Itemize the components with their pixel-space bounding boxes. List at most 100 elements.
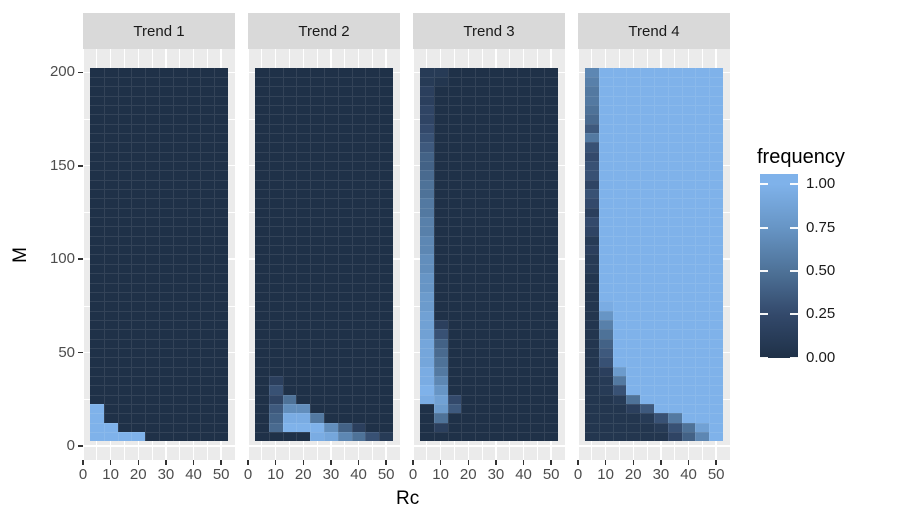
heatmap-cell [433, 329, 448, 339]
heatmap-cell [172, 385, 187, 395]
heatmap-cell [626, 189, 641, 199]
heatmap-cell [103, 385, 118, 395]
heatmap-cell [117, 226, 132, 236]
major-gridline [83, 49, 84, 460]
heatmap-cell [516, 142, 531, 152]
heatmap-cell [214, 347, 229, 358]
heatmap-cell [475, 254, 489, 264]
heatmap-cell [653, 114, 668, 124]
heatmap-cell [598, 254, 613, 264]
heatmap-cell [640, 142, 654, 152]
heatmap-cell [117, 394, 132, 404]
heatmap-cell [488, 161, 503, 171]
heatmap-cell [461, 235, 476, 246]
heatmap-cell [695, 95, 710, 106]
heatmap-cell [200, 282, 215, 292]
heatmap-cell [89, 161, 104, 171]
heatmap-cell [475, 189, 489, 199]
heatmap-cell [695, 123, 710, 134]
facet-strip-label: Trend 1 [133, 22, 185, 40]
heatmap-cell [502, 189, 517, 199]
heatmap-cell [626, 329, 641, 339]
heatmap-cell [89, 329, 104, 339]
heatmap-cell [103, 77, 118, 87]
heatmap-cell [282, 366, 297, 376]
heatmap-cell [653, 394, 668, 404]
heatmap-cell [310, 422, 324, 432]
heatmap-cell [379, 179, 394, 190]
heatmap-cell [254, 385, 269, 395]
heatmap-cell [544, 263, 559, 274]
heatmap-cell [695, 366, 710, 376]
heatmap-cell [282, 394, 297, 404]
heatmap-cell [612, 133, 627, 143]
heatmap-cell [103, 95, 118, 106]
heatmap-cell [172, 170, 187, 180]
heatmap-cell [584, 86, 599, 96]
heatmap-cell [598, 123, 613, 134]
heatmap-cell [461, 347, 476, 358]
heatmap-cell [351, 226, 366, 236]
heatmap-cell [365, 189, 380, 199]
heatmap-cell [254, 151, 269, 162]
heatmap-cell [172, 394, 187, 404]
heatmap-cell [145, 366, 159, 376]
heatmap-cell [158, 338, 173, 348]
heatmap-cell [530, 403, 545, 414]
heatmap-cell [709, 394, 724, 404]
heatmap-cell [612, 245, 627, 255]
heatmap-cell [584, 357, 599, 367]
heatmap-cell [612, 347, 627, 358]
heatmap-cell [447, 207, 462, 218]
heatmap-cell [172, 226, 187, 236]
heatmap-cell [598, 413, 613, 423]
heatmap-cell [282, 77, 297, 87]
heatmap-cell [351, 161, 366, 171]
heatmap-cell [709, 366, 724, 376]
heatmap-cell [488, 67, 503, 77]
x-tick-mark [165, 460, 167, 465]
heatmap-cell [502, 114, 517, 124]
heatmap-cell [145, 431, 159, 442]
heatmap-cell [544, 431, 559, 442]
x-tick-label: 10 [597, 466, 614, 483]
heatmap-cell [612, 114, 627, 124]
heatmap-cell [640, 263, 654, 274]
heatmap-cell [379, 385, 394, 395]
heatmap-cell [145, 123, 159, 134]
heatmap-cell [502, 95, 517, 106]
heatmap-cell [200, 291, 215, 302]
heatmap-cell [365, 403, 380, 414]
heatmap-cell [488, 431, 503, 442]
heatmap-cell [667, 235, 682, 246]
heatmap-cell [254, 347, 269, 358]
heatmap-cell [461, 357, 476, 367]
heatmap-cell [502, 282, 517, 292]
heatmap-cell [516, 226, 531, 236]
heatmap-cell [131, 226, 146, 236]
heatmap-cell [365, 151, 380, 162]
heatmap-cell [433, 338, 448, 348]
heatmap-cell [200, 366, 215, 376]
legend-tick-label: 0.50 [806, 262, 836, 279]
x-tick-label: 10 [102, 466, 119, 483]
heatmap-cell [502, 161, 517, 171]
heatmap-cell [584, 310, 599, 320]
heatmap-cell [351, 77, 366, 87]
heatmap-cell [172, 403, 187, 414]
heatmap-cell [626, 310, 641, 320]
heatmap-cell [544, 123, 559, 134]
heatmap-cell [254, 357, 269, 367]
heatmap-cell [379, 431, 394, 442]
heatmap-cell [516, 282, 531, 292]
heatmap-cell [584, 217, 599, 227]
heatmap-cell [131, 77, 146, 87]
legend-gradient-bar [760, 174, 798, 358]
heatmap-cell [502, 357, 517, 367]
heatmap-cell [667, 123, 682, 134]
heatmap-cell [214, 310, 229, 320]
heatmap-cell [254, 403, 269, 414]
heatmap-cell [214, 431, 229, 442]
heatmap-cell [117, 385, 132, 395]
heatmap-cell [681, 282, 696, 292]
